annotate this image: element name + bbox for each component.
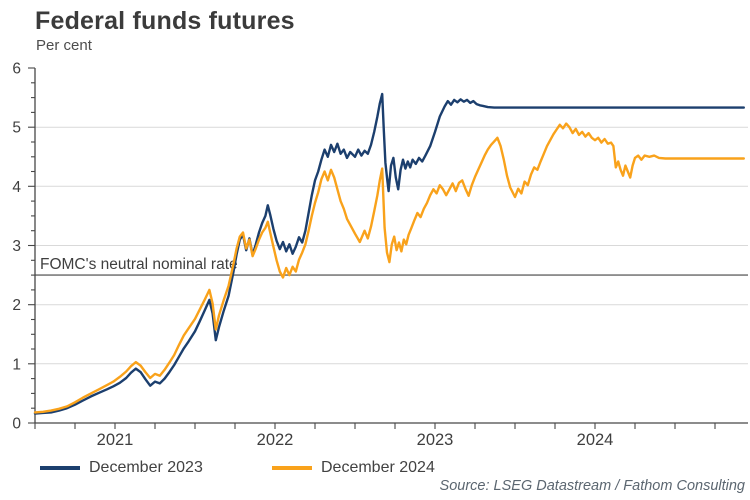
legend-label: December 2023 bbox=[89, 459, 203, 476]
source-credit: Source: LSEG Datastream / Fathom Consult… bbox=[439, 478, 745, 494]
legend-item-december-2024: December 2024 bbox=[272, 458, 435, 478]
y-tick-label-4: 4 bbox=[12, 179, 21, 196]
fomc-neutral-rate-label: FOMC's neutral nominal rate bbox=[40, 256, 238, 273]
x-tick-label-2022: 2022 bbox=[257, 431, 294, 449]
x-tick-label-2023: 2023 bbox=[417, 431, 454, 449]
y-tick-label-6: 6 bbox=[12, 61, 21, 78]
legend-line-swatch-december-2023 bbox=[40, 466, 80, 470]
legend-label: December 2024 bbox=[321, 459, 435, 476]
y-tick-label-1: 1 bbox=[12, 356, 21, 373]
legend-line-swatch-december-2024 bbox=[272, 466, 312, 470]
y-tick-label-3: 3 bbox=[12, 238, 21, 255]
series-line-december-2023 bbox=[33, 92, 745, 415]
y-tick-label-5: 5 bbox=[12, 120, 21, 137]
x-tick-label-2021: 2021 bbox=[97, 431, 134, 449]
chart-unit-label: Per cent bbox=[36, 37, 92, 54]
series-line-december-2024 bbox=[33, 122, 745, 414]
y-tick-label-2: 2 bbox=[12, 297, 21, 314]
chart-title: Federal funds futures bbox=[35, 7, 295, 35]
x-tick-label-2024: 2024 bbox=[577, 431, 614, 449]
y-tick-label-0: 0 bbox=[12, 416, 21, 433]
legend-item-december-2023: December 2023 bbox=[40, 458, 203, 478]
legend: December 2023 December 2024 bbox=[0, 458, 750, 478]
